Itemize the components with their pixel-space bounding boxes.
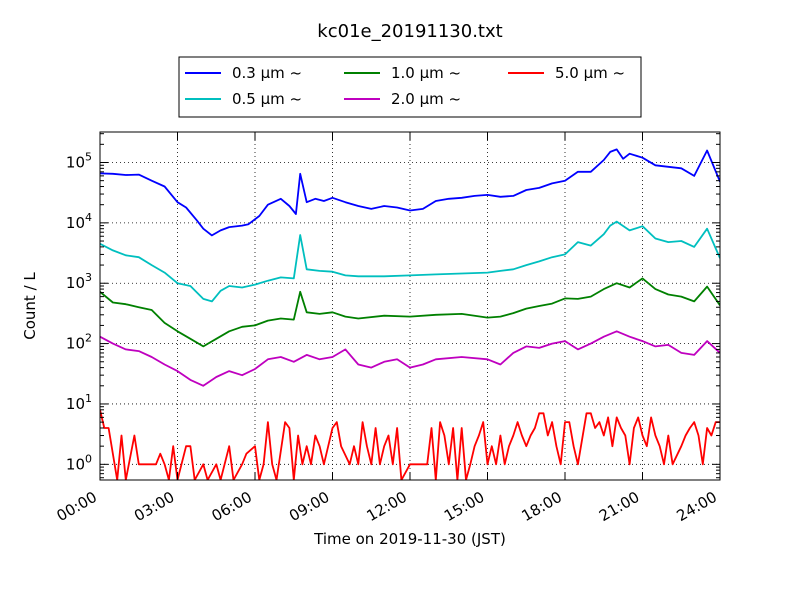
y-axis-label: Count / L xyxy=(21,272,39,340)
x-tick-label: 12:00 xyxy=(364,488,410,525)
x-tick-label: 18:00 xyxy=(519,488,565,525)
x-tick-label: 15:00 xyxy=(441,488,487,525)
legend: 0.3 μm ~ 0.5 μm ~ 1.0 μm ~ 2.0 μm ~ 5.0 μm ~ xyxy=(178,56,642,118)
x-tick-label: 03:00 xyxy=(131,488,177,525)
y-tick-label: 100 xyxy=(66,452,92,473)
x-tick-label: 00:00 xyxy=(54,488,100,525)
legend-label-0: 0.3 μm ~ xyxy=(232,64,302,82)
legend-label-2: 1.0 μm ~ xyxy=(391,64,461,82)
series-line-2 xyxy=(100,277,720,348)
series-line-1 xyxy=(100,220,720,303)
series-line-4 xyxy=(100,409,720,480)
y-tick-label: 103 xyxy=(66,271,92,292)
x-tick-label: 21:00 xyxy=(596,488,642,525)
series-line-3 xyxy=(100,330,720,387)
y-tick-label: 105 xyxy=(66,150,92,171)
y-tick-label: 102 xyxy=(66,332,92,353)
x-tick-label: 24:00 xyxy=(674,488,720,525)
x-tick-label: 09:00 xyxy=(286,488,332,525)
series-line-0 xyxy=(100,148,720,237)
x-axis-label: Time on 2019-11-30 (JST) xyxy=(313,530,506,548)
series-lines xyxy=(100,148,720,480)
x-tick-label: 06:00 xyxy=(209,488,255,525)
legend-label-3: 2.0 μm ~ xyxy=(391,90,461,108)
y-tick-label: 104 xyxy=(66,211,92,232)
legend-label-4: 5.0 μm ~ xyxy=(555,64,625,82)
y-tick-label: 101 xyxy=(66,392,92,413)
chart-title: kc01e_20191130.txt xyxy=(317,21,502,42)
legend-box xyxy=(178,56,642,118)
plot-area: 100 101 102 103 104 105 00:00 03:00 06:00 09:00 12… xyxy=(54,131,721,525)
legend-label-1: 0.5 μm ~ xyxy=(232,90,302,108)
